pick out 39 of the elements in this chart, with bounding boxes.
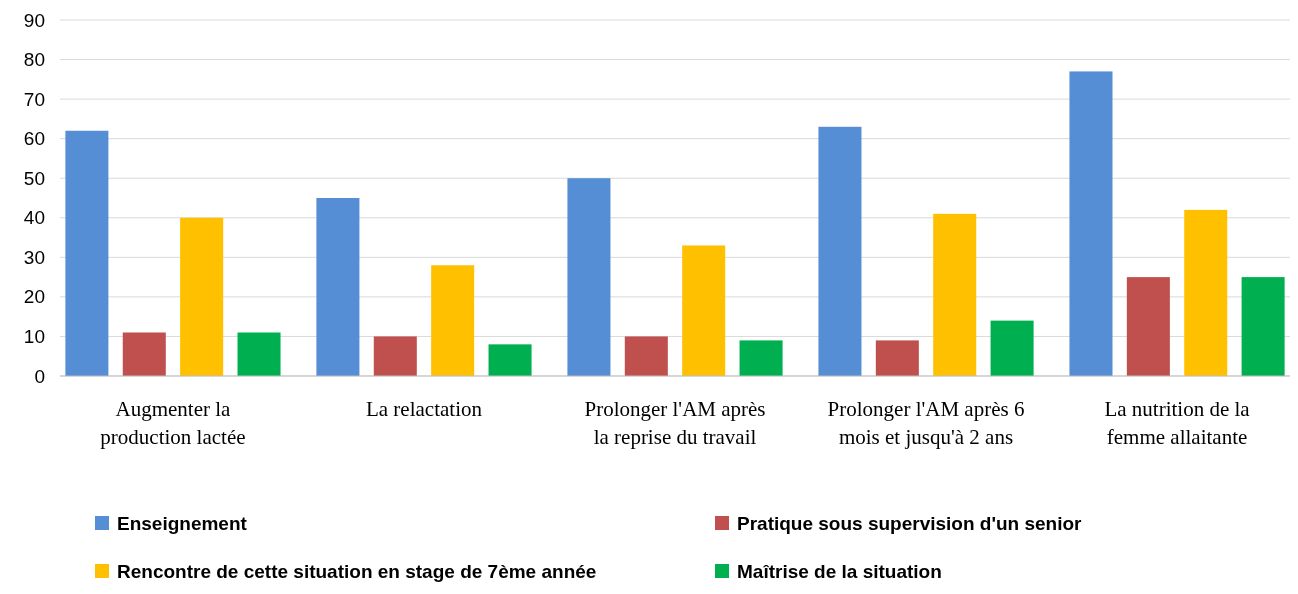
- bar: [739, 340, 783, 376]
- bar: [1184, 209, 1228, 376]
- bar: [1126, 277, 1170, 376]
- bar: [818, 126, 862, 376]
- y-tick-label: 0: [34, 365, 45, 387]
- y-tick-label: 40: [23, 207, 45, 229]
- y-tick-label: 70: [23, 88, 45, 110]
- bar: [1069, 71, 1113, 376]
- bar: [180, 217, 224, 376]
- y-tick-label: 30: [23, 246, 45, 268]
- legend-label: Pratique sous supervision d'un senior: [737, 513, 1083, 534]
- x-tick-label: La relactation: [365, 397, 483, 421]
- legend-label: Maîtrise de la situation: [737, 561, 942, 582]
- bar: [373, 336, 417, 376]
- x-tick-label: Prolonger l'AM après la reprise du travail: [584, 397, 766, 449]
- legend-label: Rencontre de cette situation en stage de 7ème année: [117, 561, 597, 582]
- bar: [624, 336, 668, 376]
- bar: [488, 344, 532, 376]
- y-tick-label: 80: [23, 49, 45, 71]
- bar: [1241, 277, 1285, 376]
- x-tick-label: Augmenter la production lactée: [100, 397, 246, 449]
- bar: [933, 213, 977, 376]
- x-tick-label: Prolonger l'AM après 6 mois et jusqu'à 2 ans: [827, 397, 1025, 449]
- bar: [990, 320, 1034, 376]
- bar: [431, 265, 475, 376]
- bar: [682, 245, 726, 376]
- bar: [316, 198, 360, 376]
- y-tick-label: 50: [23, 167, 45, 189]
- y-tick-label: 90: [23, 9, 45, 31]
- x-tick-label: La nutrition de la femme allaitante: [1104, 397, 1251, 449]
- bar: [122, 332, 166, 376]
- bar: [65, 130, 109, 376]
- bar: [567, 178, 611, 376]
- legend-label: Enseignement: [117, 513, 248, 534]
- bar: [875, 340, 919, 376]
- y-tick-label: 20: [23, 286, 45, 308]
- y-tick-label: 10: [23, 326, 45, 348]
- bar: [237, 332, 281, 376]
- y-tick-label: 60: [23, 128, 45, 150]
